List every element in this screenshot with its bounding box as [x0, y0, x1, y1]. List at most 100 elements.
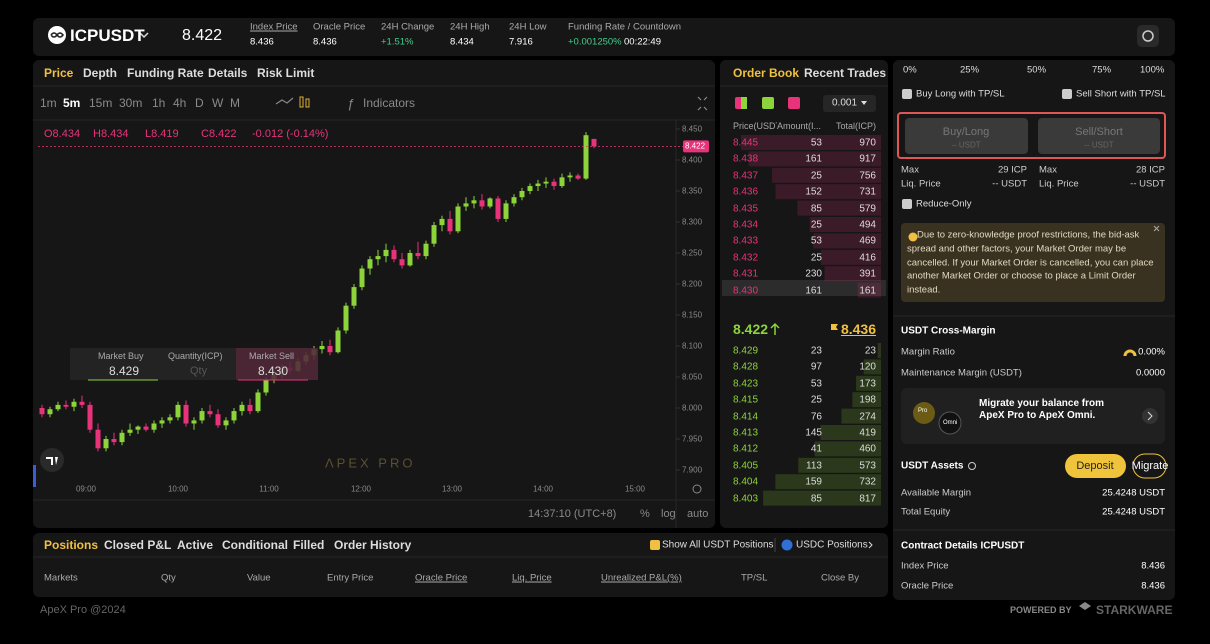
interval[interactable]: 30m [119, 96, 143, 110]
stat-value: 7.916 [509, 36, 533, 48]
sell-tpsl-checkbox[interactable] [1062, 89, 1072, 99]
symbol[interactable]: ICPUSDT [70, 26, 145, 45]
settings-button[interactable] [1137, 25, 1159, 47]
percent-tick[interactable]: 0% [903, 64, 917, 76]
positions-tab[interactable]: Conditional [222, 538, 288, 552]
book-price[interactable]: 8.432 [733, 252, 759, 264]
reduce-only-checkbox[interactable] [902, 199, 912, 209]
market-sell-price[interactable]: 8.430 [258, 364, 289, 378]
market-sell-label[interactable]: Market Sell [249, 351, 295, 361]
book-price[interactable]: 8.435 [733, 203, 759, 215]
interval[interactable]: D [195, 96, 204, 110]
sell-zone[interactable] [236, 348, 318, 380]
interval[interactable]: 15m [89, 96, 113, 110]
promo-card[interactable] [901, 388, 1165, 444]
book-price[interactable]: 8.445 [733, 137, 759, 149]
book-price[interactable]: 8.438 [733, 153, 759, 165]
precision-select[interactable] [823, 95, 876, 112]
scale-button[interactable]: % [640, 508, 650, 520]
checkbox-label[interactable]: Reduce-Only [916, 198, 972, 210]
book-price[interactable]: 8.431 [733, 268, 759, 280]
usdc-chevron[interactable] [868, 541, 873, 549]
chart-tab[interactable]: Details [208, 66, 248, 80]
percent-tick[interactable]: 25% [960, 64, 980, 76]
book-tab[interactable]: Recent Trades [804, 66, 887, 80]
book-mark-price[interactable]: 8.436 [840, 321, 876, 337]
fullscreen-icon[interactable] [697, 96, 708, 111]
sell-short-button[interactable] [1038, 118, 1160, 154]
buy-long-button[interactable] [905, 118, 1028, 154]
candle-body [119, 432, 125, 443]
depth-bar [763, 490, 881, 506]
book-tab[interactable]: Order Book [733, 66, 800, 80]
notice-close[interactable] [1153, 225, 1160, 232]
book-price[interactable]: 8.437 [733, 170, 759, 182]
book-price[interactable]: 8.433 [733, 235, 759, 247]
show-all-label[interactable]: Show All USDT Positions [662, 539, 774, 551]
indicator-icon[interactable]: ƒ [347, 96, 354, 111]
migrate-label[interactable]: Migrate [1131, 460, 1169, 472]
book-price[interactable]: 8.415 [733, 394, 759, 406]
positions-tab[interactable]: Order History [334, 538, 412, 552]
market-buy-label[interactable]: Market Buy [98, 351, 144, 361]
positions-tab[interactable]: Positions [44, 538, 99, 552]
indicators-button[interactable]: Indicators [363, 96, 416, 110]
scale-button[interactable]: auto [687, 508, 709, 520]
quick-trade-box[interactable] [70, 348, 318, 380]
checkbox-label[interactable]: Sell Short with TP/SL [1076, 88, 1166, 100]
market-buy-price[interactable]: 8.429 [109, 364, 140, 378]
interval[interactable]: W [212, 96, 224, 110]
chart-tab[interactable]: Funding Rate [127, 66, 204, 80]
line-tool-icon[interactable] [275, 97, 294, 105]
promo-arrow[interactable] [1142, 408, 1158, 424]
buy-tpsl-checkbox[interactable] [902, 89, 912, 99]
show-all-checkbox[interactable] [650, 540, 660, 550]
book-price[interactable]: 8.405 [733, 460, 759, 472]
button-label[interactable]: Sell/Short [1075, 126, 1123, 138]
candle-style-icon[interactable] [305, 98, 310, 108]
button-label[interactable]: Buy/Long [942, 126, 990, 138]
checkbox-label[interactable]: Buy Long with TP/SL [916, 88, 1005, 100]
precision-value[interactable]: 0.001 [832, 97, 858, 109]
book-price[interactable]: 8.412 [733, 443, 759, 455]
visibility-icon[interactable] [968, 462, 976, 470]
chart-tab[interactable]: Price [44, 66, 74, 80]
stat-value: +1.51% [381, 36, 414, 48]
interval[interactable]: 4h [173, 96, 187, 110]
candle-body [199, 411, 205, 421]
axis-settings-icon[interactable] [692, 484, 702, 494]
positions-tab[interactable]: Closed P&L [104, 538, 172, 552]
interval[interactable]: 5m [63, 96, 81, 110]
book-price[interactable]: 8.429 [733, 345, 759, 357]
candle-style-icon[interactable] [299, 96, 304, 108]
deposit-label[interactable]: Deposit [1076, 460, 1114, 472]
deposit-button[interactable] [1065, 454, 1126, 478]
book-view-bids[interactable] [762, 97, 774, 109]
book-price[interactable]: 8.436 [733, 186, 759, 198]
positions-tab[interactable]: Filled [293, 538, 325, 552]
book-price[interactable]: 8.413 [733, 427, 759, 439]
interval[interactable]: M [230, 96, 240, 110]
book-price[interactable]: 8.414 [733, 411, 759, 423]
scale-button[interactable]: log [661, 508, 676, 520]
percent-tick[interactable]: 50% [1027, 64, 1047, 76]
positions-tab[interactable]: Active [177, 538, 214, 552]
migrate-button[interactable] [1132, 453, 1167, 479]
book-price[interactable]: 8.404 [733, 476, 759, 488]
book-price[interactable]: 8.403 [733, 493, 759, 505]
interval[interactable]: 1h [152, 96, 166, 110]
interval[interactable]: 1m [40, 96, 57, 110]
usdc-link[interactable]: USDC Positions [796, 539, 868, 551]
percent-tick[interactable]: 75% [1092, 64, 1112, 76]
promo-text[interactable]: Migrate your balance from ApeX Pro to Ap… [979, 398, 1105, 421]
chart-tab[interactable]: Depth [83, 66, 117, 80]
symbol-chevron[interactable] [139, 32, 149, 39]
percent-tick[interactable]: 100% [1140, 64, 1165, 76]
book-view-asks[interactable] [788, 97, 800, 109]
book-price[interactable]: 8.428 [733, 361, 759, 373]
book-price[interactable]: 8.434 [733, 219, 759, 231]
book-price[interactable]: 8.423 [733, 378, 759, 390]
quantity-input[interactable]: Qty [190, 365, 208, 377]
book-price[interactable]: 8.430 [733, 285, 759, 297]
chart-tab[interactable]: Risk Limit [257, 66, 315, 80]
